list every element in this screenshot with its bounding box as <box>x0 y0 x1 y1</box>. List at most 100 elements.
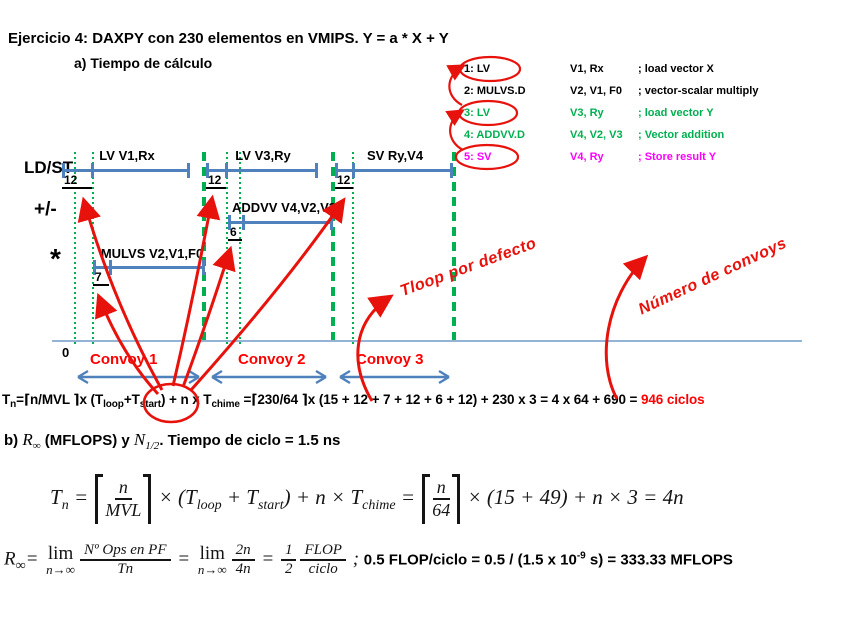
eq-sub: ∞ <box>15 558 26 574</box>
eq-text: R <box>4 548 16 570</box>
section-a-heading: a) Tiempo de cálculo <box>74 55 213 71</box>
limit-block: lim n→∞ <box>46 544 75 576</box>
instruction-operands: V4, Ry <box>570 151 604 163</box>
startup-guide-line <box>226 152 228 344</box>
instruction-operands: V4, V2, V3 <box>570 129 623 141</box>
eq-text: × (T <box>153 484 197 509</box>
convoy1-span-arrow <box>77 369 200 385</box>
formula-a-sub: n <box>10 399 17 410</box>
instruction-opcode: 3: LV <box>464 107 491 119</box>
handwritten-num-convoys-note: Número de convoys <box>636 234 790 319</box>
bar-lv-v3 <box>206 163 318 178</box>
instruction-comment: ; load vector X <box>638 63 714 75</box>
bar-label: LV V3,Ry <box>235 148 291 163</box>
b-part: . Tiempo de ciclo = 1.5 ns <box>159 432 341 449</box>
eq-sub: chime <box>362 497 396 513</box>
instruction-listing: 1: LV V1, Rx ; load vector X 2: MULVS.D … <box>464 58 758 168</box>
arrow-to-mulvs-startup <box>95 292 160 396</box>
page-title: Ejercicio 4: DAXPY con 230 elementos en … <box>8 30 449 47</box>
instruction-comment: ; load vector Y <box>638 107 714 119</box>
arrow-to-lv3-startup <box>171 194 221 387</box>
eq-text: = <box>172 548 195 570</box>
fraction-numerator: FLOP <box>300 542 346 562</box>
axis-origin-label: 0 <box>62 345 70 360</box>
formula-a-part: T <box>131 392 140 407</box>
fraction: 2n 4n <box>231 542 255 579</box>
limit-block: lim n→∞ <box>198 544 227 576</box>
fraction-denominator: MVL <box>105 500 142 520</box>
convoy-boundary-line <box>452 152 456 344</box>
fraction-denominator: ciclo <box>308 561 338 578</box>
lim-text: lim <box>47 543 74 565</box>
b-math-sub: 1/2 <box>145 440 160 452</box>
eq-result: 333.33 MFLOPS <box>620 551 733 569</box>
instruction-comment: ; Store result Y <box>638 151 717 163</box>
b-math: N <box>133 430 146 449</box>
formula-a-part: T <box>2 392 11 407</box>
startup-guide-line <box>352 152 354 344</box>
ceiling-bracket: n MVL <box>95 474 152 524</box>
eq-text: = <box>68 484 94 509</box>
eq-sub: start <box>257 497 284 513</box>
equation-tn: Tn = n MVL × (Tloop + Tstart) + n × Tchim… <box>50 474 684 524</box>
fraction: FLOP ciclo <box>300 542 346 579</box>
bar-lv-v1 <box>62 163 190 178</box>
instruction-opcode: 1: LV <box>464 63 491 75</box>
fraction-denominator: Tn <box>117 561 134 578</box>
unit-label-ldst: LD/ST <box>24 158 74 177</box>
ceiling-bracket: n 64 <box>422 474 461 524</box>
instruction-operands: V2, V1, F0 <box>570 85 622 97</box>
unit-label-addsub: +/- <box>34 199 57 220</box>
lim-sub: n→∞ <box>46 562 75 578</box>
eq-text: ; <box>347 548 364 570</box>
eq-text: ) + n × T <box>283 484 363 509</box>
b-math-sub: ∞ <box>32 440 41 452</box>
instruction-opcode: 4: ADDVV.D <box>464 129 525 141</box>
b-part: b) <box>4 432 23 449</box>
eq-text: = <box>395 484 421 509</box>
b-math: R <box>22 430 33 449</box>
formula-a-sub: chime <box>211 399 240 410</box>
convoy-span-arrows <box>77 369 450 385</box>
convoy-label-3: Convoy 3 <box>356 351 424 368</box>
bar-label: ADDVV V4,V2,V3 <box>231 200 337 215</box>
time-axis <box>52 340 802 342</box>
convoy-label-1: Convoy 1 <box>90 351 158 368</box>
arrow-to-addvv-startup <box>181 245 236 388</box>
startup-guide-line <box>239 152 241 344</box>
bar-mulvs <box>93 260 205 275</box>
eq-sub: loop <box>196 497 222 513</box>
startup-cycles: 7 <box>93 270 109 286</box>
startup-cycles: 12 <box>62 173 92 189</box>
formula-a: Tn=⌈n/MVL ⌉x (Tloop+Tstart) + n x Tchime… <box>2 392 705 410</box>
eq-text: = <box>256 548 279 570</box>
instruction-operands: V1, Rx <box>570 63 604 75</box>
formula-a-part: =⌈230/64 ⌉x (15 + 12 + 7 + 12 + 6 + 12) … <box>239 392 641 407</box>
eq-sub: n <box>61 497 69 513</box>
formula-a-part: ) + n x T <box>160 392 212 407</box>
bar-label: SV Ry,V4 <box>366 148 424 163</box>
bar-addvv <box>228 215 333 230</box>
startup-cycles: 6 <box>228 225 242 241</box>
eq-upright-text: 0.5 FLOP/ciclo = 0.5 / (1.5 x 10 <box>363 551 577 569</box>
eq-text: T <box>50 484 62 509</box>
equation-rinf: R∞= lim n→∞ Nº Ops en PF Tn = lim n→∞ 2n 4n = … <box>4 542 733 579</box>
fraction-numerator: 1 <box>280 542 297 562</box>
convoy3-span-arrow <box>339 369 450 385</box>
instruction-comment: ; Vector addition <box>638 129 725 141</box>
arrow-to-tloop-note <box>356 294 394 402</box>
eq-text: = <box>25 548 44 570</box>
fraction-numerator: 2n <box>231 542 255 562</box>
instruction-opcode: 5: SV <box>464 151 492 163</box>
instruction-opcode: 2: MULVS.D <box>464 85 526 97</box>
eq-exponent: -9 <box>576 550 586 562</box>
lim-text: lim <box>199 543 225 565</box>
formula-a-sub: loop <box>103 399 124 410</box>
instruction-comment: ; vector-scalar multiply <box>638 85 759 97</box>
fraction-numerator: n <box>432 477 450 500</box>
eq-upright-text: s) = <box>585 551 621 569</box>
bar-label: MULVS V2,V1,F0 <box>100 246 204 261</box>
formula-a-sub: start <box>139 399 161 410</box>
